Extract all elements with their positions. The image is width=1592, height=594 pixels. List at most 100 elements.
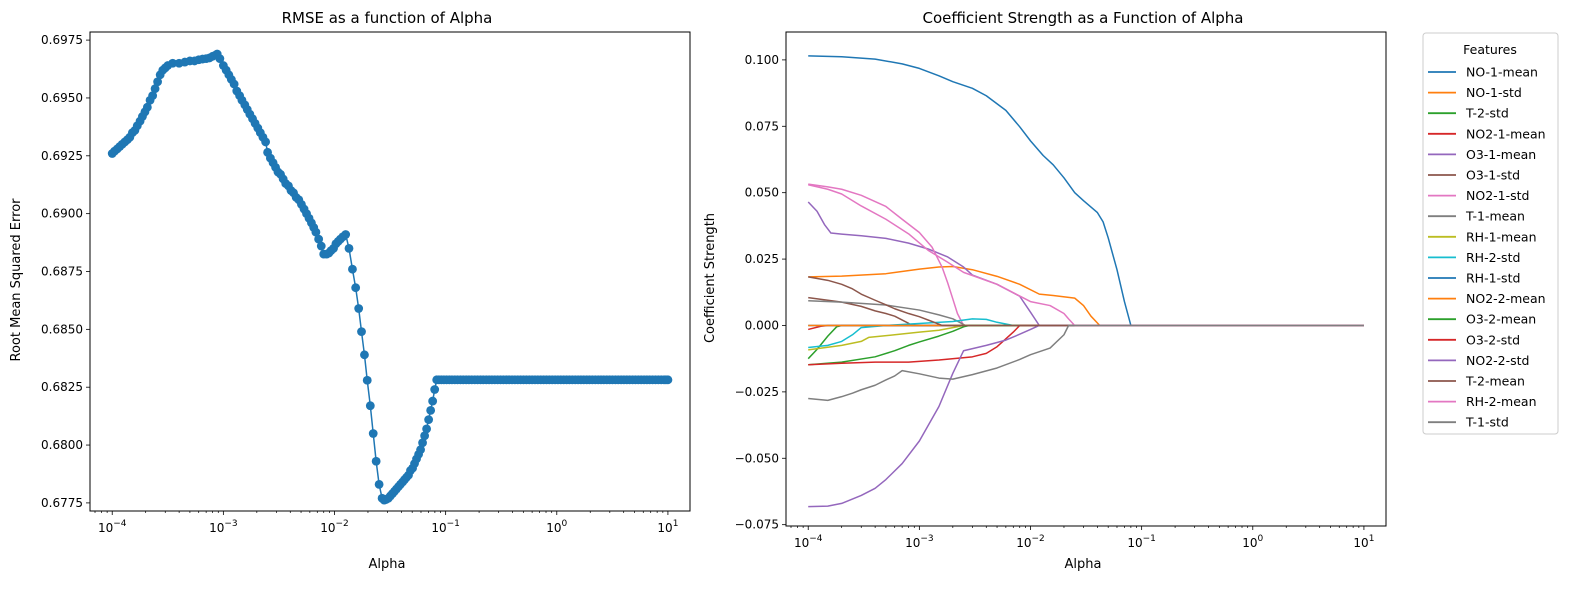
data-point — [362, 375, 372, 385]
no2-1-std-line — [808, 183, 1364, 327]
t-1-mean-line — [808, 300, 1364, 327]
rmse-y-tick-label: 0.6825 — [41, 380, 83, 394]
legend-label-no2-2-std: NO2-2-std — [1466, 353, 1529, 368]
no-1-std-line — [808, 265, 1364, 327]
coefficient-y-tick-label: 0.100 — [745, 53, 779, 67]
no-1-mean-line — [808, 55, 1364, 327]
data-point — [368, 429, 378, 438]
rh-2-mean-line — [808, 183, 1364, 327]
rmse-x-tick-label: 10−4 — [98, 519, 127, 535]
coefficient-x-tick-label: 100 — [1242, 534, 1263, 550]
coefficient-x-tick-label: 10−3 — [905, 534, 934, 550]
rmse-x-tick-label: 10−1 — [431, 519, 460, 535]
coefficient-y-tick-label: 0.050 — [745, 186, 779, 200]
rmse-y-tick-label: 0.6875 — [41, 265, 83, 279]
data-point — [416, 445, 425, 455]
o3-1-mean-line — [807, 201, 1364, 327]
data-point — [261, 137, 271, 147]
legend-label-rh-1-mean: RH-1-mean — [1466, 229, 1537, 244]
data-point — [229, 79, 239, 89]
data-point — [316, 241, 326, 251]
rmse-y-tick-label: 0.6975 — [41, 33, 83, 47]
coefficient-y-tick-label: −0.025 — [735, 385, 779, 399]
rmse-plot-frame — [89, 31, 691, 512]
data-point — [371, 456, 381, 466]
coefficient-x-axis-label: Alpha — [1065, 557, 1102, 572]
coefficient-y-tick-label: 0.025 — [745, 252, 779, 266]
coefficient-y-tick-label: 0.000 — [745, 318, 779, 332]
legend-label-no2-2-mean: NO2-2-mean — [1466, 291, 1546, 306]
data-point — [150, 84, 160, 94]
data-point — [348, 264, 357, 274]
data-point — [424, 415, 434, 424]
coefficient-x-tick-label: 10−2 — [1016, 534, 1045, 550]
coefficient-y-tick-label: −0.075 — [735, 518, 779, 532]
o3-2-mean-line — [808, 324, 1364, 366]
legend-label-o3-1-mean: O3-1-mean — [1466, 147, 1536, 162]
no2-2-std-line — [808, 324, 1364, 508]
data-point — [422, 424, 431, 434]
data-point — [168, 58, 178, 68]
legend-label-no2-1-mean: NO2-1-mean — [1466, 126, 1546, 141]
coefficient-y-tick-label: 0.075 — [745, 119, 779, 133]
legend-label-t-2-std: T-2-std — [1465, 106, 1509, 121]
legend-label-t-1-mean: T-1-mean — [1465, 209, 1525, 224]
data-point — [418, 438, 427, 448]
data-point — [314, 234, 324, 244]
rmse-x-tick-label: 100 — [546, 519, 567, 535]
rh-2-std-line — [808, 318, 1364, 349]
data-point — [365, 401, 375, 411]
rh-1-mean-line — [808, 324, 1364, 351]
data-point — [148, 91, 158, 101]
rmse-y-tick-label: 0.6900 — [41, 207, 83, 221]
o3-1-std-line — [808, 296, 1364, 327]
legend-label-t-1-std: T-1-std — [1465, 415, 1509, 430]
coefficient-x-tick-label: 10−1 — [1127, 534, 1156, 550]
rmse-y-tick-label: 0.6775 — [41, 496, 83, 510]
data-point — [153, 77, 163, 87]
t-2-std-line — [807, 324, 1364, 360]
legend-frame — [1422, 32, 1559, 435]
rmse-x-axis-label: Alpha — [369, 557, 406, 572]
data-point — [142, 102, 152, 112]
legend-label-o3-2-mean: O3-2-mean — [1466, 312, 1536, 327]
legend-label-no2-1-std: NO2-1-std — [1466, 188, 1529, 203]
data-point — [215, 54, 225, 64]
t-1-std-line — [808, 324, 1364, 402]
rmse-chart-title: RMSE as a function of Alpha — [282, 9, 493, 27]
rmse-y-tick-label: 0.6800 — [41, 438, 83, 452]
legend-label-t-2-mean: T-2-mean — [1465, 374, 1525, 389]
data-point — [354, 304, 364, 313]
data-point — [360, 350, 369, 360]
data-point — [420, 431, 430, 441]
legend: Features NO-1-mean NO-1-std T-2-std NO2-1-m… — [1422, 32, 1559, 435]
legend-label-o3-1-std: O3-1-std — [1466, 168, 1520, 183]
coefficient-x-tick-label: 10−4 — [794, 534, 823, 550]
data-point — [351, 283, 361, 293]
rmse-chart: RMSE as a function of Alpha Alpha Root M… — [9, 9, 691, 572]
coefficient-y-tick-label: −0.050 — [735, 451, 779, 465]
data-point — [357, 327, 366, 337]
data-point — [426, 405, 436, 415]
coefficient-plot-frame — [785, 31, 1387, 527]
data-point — [311, 227, 321, 237]
data-point — [374, 479, 384, 489]
data-point — [428, 396, 438, 406]
rmse-y-tick-label: 0.6850 — [41, 322, 83, 336]
rmse-x-tick-label: 10−3 — [209, 519, 238, 535]
rmse-x-tick-label: 101 — [657, 519, 678, 535]
legend-label-o3-2-std: O3-2-std — [1466, 332, 1520, 347]
legend-label-no-1-mean: NO-1-mean — [1466, 65, 1538, 80]
legend-label-rh-2-mean: RH-2-mean — [1466, 394, 1537, 409]
data-point — [344, 243, 354, 253]
o3-2-std-line — [808, 324, 1364, 366]
rmse-x-tick-label: 10−2 — [320, 519, 349, 535]
legend-label-no-1-std: NO-1-std — [1466, 85, 1522, 100]
coefficient-chart: Coefficient Strength as a Function of Al… — [703, 9, 1387, 572]
t-2-mean-line — [808, 276, 1364, 327]
coefficient-chart-title: Coefficient Strength as a Function of Al… — [922, 9, 1243, 27]
data-point — [430, 385, 440, 394]
rmse-y-tick-label: 0.6950 — [41, 91, 83, 105]
